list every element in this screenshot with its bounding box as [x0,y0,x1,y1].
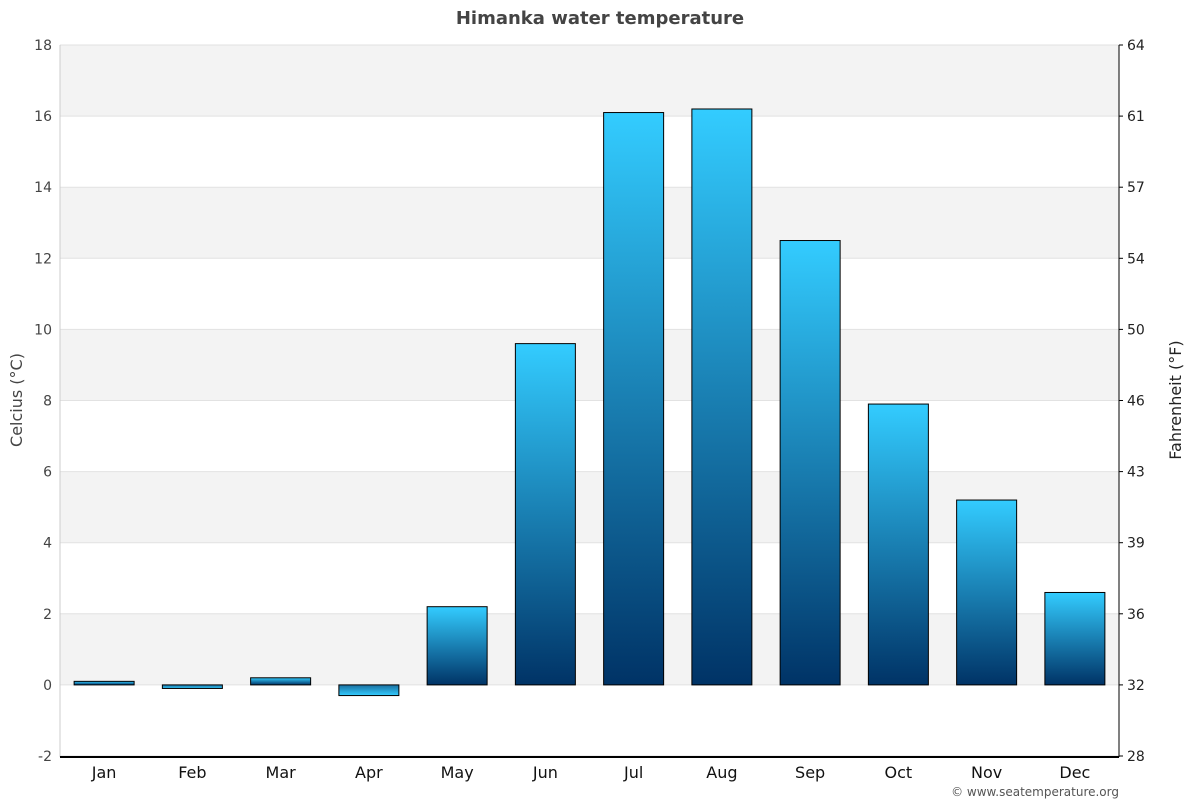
grid-band [60,187,1119,259]
y-tick-label: 12 [34,251,52,267]
x-tick-label: Aug [706,763,737,782]
grid-band [60,45,1119,117]
bar-jan [73,680,135,686]
credit: © www.seatemperature.org [951,785,1119,799]
y-tick-label: 18 [34,38,52,54]
y2-tick-label: 39 [1127,536,1145,552]
y-tick-label: 8 [43,394,52,410]
y-tick-label: 2 [43,607,52,623]
y2-tick-label: 43 [1127,465,1145,481]
y2-tick-label: 28 [1127,749,1145,765]
y-tick-label: 10 [34,322,52,338]
y2-axis-label: Fahrenheit (°F) [1166,340,1185,459]
x-tick-label: Oct [885,763,913,782]
x-tick-label: Jun [532,763,558,782]
x-tick-label: Apr [355,763,383,782]
bar-may [426,606,488,686]
bar-dec [1044,591,1106,686]
y-tick-label: 4 [43,536,52,552]
y2-tick-label: 54 [1127,251,1145,267]
y2-tick-label: 57 [1127,180,1145,196]
bar-feb [161,684,223,689]
y2-tick-label: 61 [1127,109,1145,125]
chart-title: Himanka water temperature [456,8,744,29]
x-tick-label: Feb [178,763,206,782]
bar-oct [867,403,929,686]
grid-band [60,329,1119,401]
bar-aug [691,108,753,686]
x-tick-label: Jul [623,763,643,782]
bar-nov [956,499,1018,686]
x-tick-label: Sep [795,763,825,782]
grid-band [60,471,1119,543]
y2-tick-label: 36 [1127,607,1145,623]
bar-sep [779,240,841,686]
bar-jul [603,112,665,686]
y-tick-label: 0 [43,678,52,694]
bar-apr [338,684,400,697]
y2-tick-label: 64 [1127,38,1145,54]
x-tick-label: Dec [1059,763,1090,782]
y-tick-label: 6 [43,465,52,481]
y-axis-label: Celcius (°C) [7,353,26,447]
x-tick-label: Jan [91,763,117,782]
y-tick-label: 14 [34,180,52,196]
x-tick-label: Mar [266,763,297,782]
x-tick-label: Nov [971,763,1002,782]
grid-band [60,613,1119,685]
bar-jun [514,343,576,686]
y2-tick-label: 32 [1127,678,1145,694]
y2-tick-label: 50 [1127,322,1145,338]
bar-mar [250,677,312,686]
x-tick-label: May [441,763,474,782]
y2-tick-label: 46 [1127,394,1145,410]
y-tick-label: 16 [34,109,52,125]
y-tick-label: -2 [38,749,52,765]
